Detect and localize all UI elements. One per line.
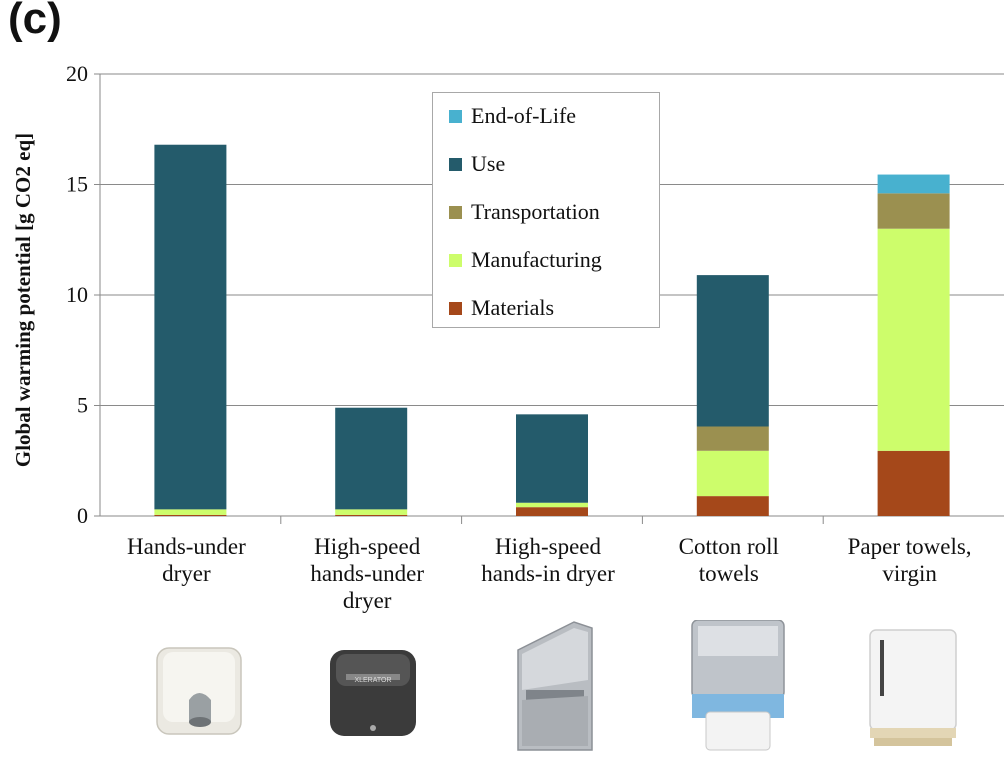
legend-label: Transportation <box>471 199 600 224</box>
legend-item: Use <box>449 151 505 177</box>
bar-segment-materials <box>154 514 227 516</box>
y-tick-label: 0 <box>77 503 88 528</box>
bar-segment-materials <box>877 450 950 516</box>
bars <box>154 144 950 516</box>
bar-segment-manufacturing <box>154 509 227 515</box>
legend-item: Manufacturing <box>449 247 602 273</box>
bar-segment-transportation <box>877 193 950 229</box>
category-label: High-speed hands-under dryer <box>310 534 424 613</box>
bar-segment-manufacturing <box>696 450 769 497</box>
legend-swatch <box>449 157 462 171</box>
category-label: High-speed hands-in dryer <box>481 534 615 586</box>
legend-item: Materials <box>449 295 554 321</box>
y-tick-label: 20 <box>66 61 88 86</box>
legend-label: End-of-Life <box>471 103 577 128</box>
category-labels: Hands-under dryer High-speed hands-under dry… <box>127 534 972 613</box>
category-label: Hands-under dryer <box>127 534 246 586</box>
high-speed-hands-in-dryer-icon <box>512 620 598 757</box>
paper-towel-dispenser-icon <box>866 620 960 755</box>
legend-item: End-of-Life <box>449 103 576 129</box>
brand-logo-text: XLERATOR <box>354 677 391 684</box>
bar-segment-transportation <box>696 426 769 451</box>
panel-label: (c) <box>8 0 62 43</box>
y-tick-label: 15 <box>66 172 88 197</box>
bar-segment-use <box>516 414 588 503</box>
category-label: Cotton roll towels <box>679 534 779 586</box>
bar-segment-end-of-life <box>877 174 950 194</box>
high-speed-hands-under-dryer-icon: XLERATOR <box>328 620 418 745</box>
legend-item: Transportation <box>449 199 600 225</box>
legend: End-of-Life Use Transportation Manufacturin… <box>432 92 660 328</box>
hands-under-dryer-icon <box>155 620 243 745</box>
bar-segment-use <box>335 407 408 510</box>
legend-label: Manufacturing <box>471 247 602 272</box>
category-label: Paper towels, virgin <box>848 534 972 586</box>
bar-segment-use <box>696 275 769 427</box>
y-axis-label: Global warming potential [g CO2 eq] <box>11 133 35 467</box>
bar-segment-use <box>154 144 227 510</box>
legend-label: Use <box>471 151 506 176</box>
legend-label: Materials <box>471 295 555 320</box>
legend-swatch <box>449 253 462 267</box>
bar-segment-materials <box>516 507 588 516</box>
legend-swatch <box>449 205 462 219</box>
bar-segment-materials <box>335 514 408 516</box>
legend-swatch <box>449 109 462 123</box>
bar-segment-manufacturing <box>516 502 588 508</box>
legend-swatch <box>449 301 462 315</box>
y-tick-label: 10 <box>66 282 88 307</box>
bar-segment-materials <box>696 496 769 516</box>
tick-labels: 0 5 10 15 20 <box>66 61 88 528</box>
bar-segment-manufacturing <box>877 228 950 451</box>
cotton-roll-towel-dispenser-icon <box>688 619 788 759</box>
bar-segment-manufacturing <box>335 509 408 515</box>
y-tick-label: 5 <box>77 393 88 418</box>
